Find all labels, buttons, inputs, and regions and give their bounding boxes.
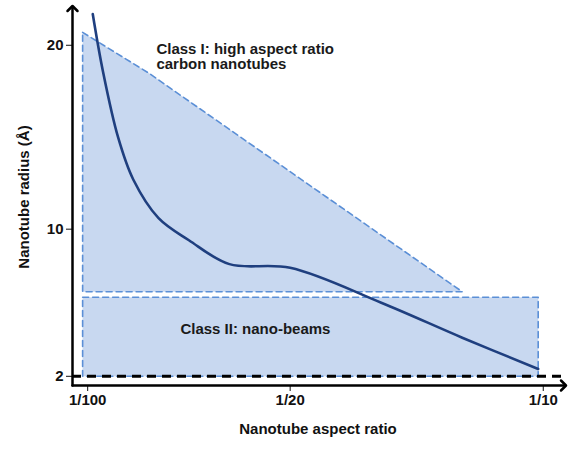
svg-text:20: 20 [47, 36, 64, 53]
svg-text:1/100: 1/100 [69, 391, 107, 408]
svg-text:Nanotube aspect ratio: Nanotube aspect ratio [239, 420, 397, 437]
svg-text:10: 10 [47, 220, 64, 237]
svg-text:Nanotube radius (Å): Nanotube radius (Å) [15, 125, 32, 268]
svg-text:2: 2 [55, 367, 63, 384]
svg-text:1/10: 1/10 [529, 391, 558, 408]
svg-text:Class II: nano-beams: Class II: nano-beams [180, 320, 330, 337]
svg-text:1/20: 1/20 [276, 391, 305, 408]
svg-text:Class I: high aspect ratiocarb: Class I: high aspect ratiocarbon nanotub… [156, 40, 334, 72]
